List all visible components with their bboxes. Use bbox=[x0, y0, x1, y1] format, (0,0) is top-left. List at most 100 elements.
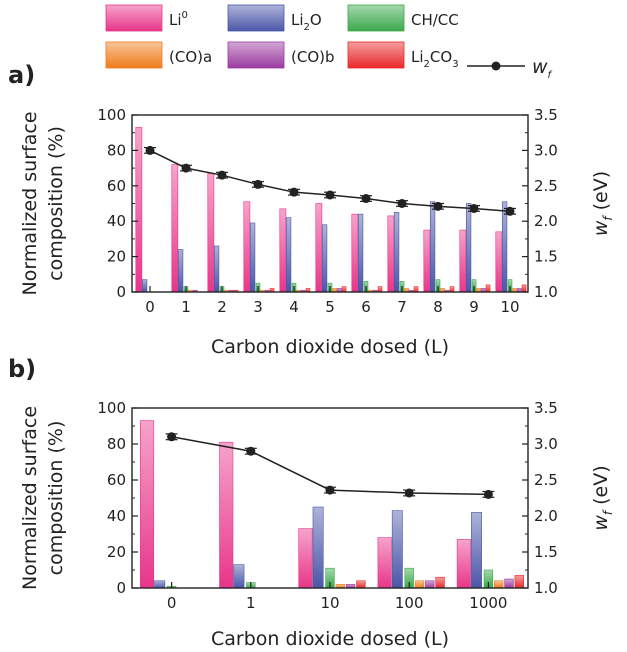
bar-li0-9 bbox=[459, 229, 467, 293]
y2-tick-label: 1.5 bbox=[534, 248, 558, 266]
legend-swatch-coa bbox=[105, 41, 163, 69]
y2-axis-title: wf (eV) bbox=[590, 171, 615, 236]
bar-coa-1000 bbox=[494, 580, 504, 589]
wf-point bbox=[325, 190, 335, 200]
y2-tick-label: 1.0 bbox=[534, 283, 558, 301]
bar-li2o-4 bbox=[285, 217, 292, 293]
y-axis-title: Normalized surface composition (%) bbox=[19, 406, 67, 590]
y2-tick-label: 2.5 bbox=[534, 177, 558, 195]
x-tick-label: 6 bbox=[361, 298, 371, 316]
bar-li2o-1 bbox=[177, 249, 184, 293]
x-tick-label: 3 bbox=[253, 298, 263, 316]
bar-li0-5 bbox=[315, 203, 323, 293]
y2-axis-title: wf (eV) bbox=[590, 465, 615, 530]
y-tick-label: 20 bbox=[107, 543, 126, 561]
bar-li2co3-7 bbox=[413, 286, 419, 293]
x-tick-label: 4 bbox=[289, 298, 299, 316]
legend-label-li0: Li0​ bbox=[169, 10, 188, 29]
legend-wf-label: wf​ bbox=[532, 56, 553, 81]
panel-b: b) 0 20 40 60 80 100 1.0 1.5 2.0 2.5 3.0 3.5 0 1 10 100 1… bbox=[8, 355, 615, 650]
wf-point bbox=[181, 163, 191, 173]
x-tick-label: 9 bbox=[469, 298, 479, 316]
legend-label-cob: (CO)b bbox=[291, 48, 335, 66]
bar-li0-0 bbox=[140, 420, 155, 589]
bar-li0-1000 bbox=[456, 539, 471, 589]
bar-coa-100 bbox=[414, 580, 425, 589]
wf-point bbox=[469, 203, 479, 213]
legend-swatch-chcc bbox=[347, 4, 405, 32]
x-tick-label: 5 bbox=[325, 298, 335, 316]
bar-li2co3-8 bbox=[449, 286, 455, 293]
bar-li0-4 bbox=[279, 208, 287, 293]
bar-li0-10 bbox=[495, 231, 503, 293]
wf-point bbox=[217, 170, 227, 180]
bar-li0-100 bbox=[377, 537, 392, 589]
bar-li0-2 bbox=[207, 173, 215, 293]
x-tick-label: 0 bbox=[145, 298, 155, 316]
legend-swatch-li2o bbox=[227, 4, 285, 32]
x-tick-label: 1000 bbox=[469, 594, 507, 612]
y2-tick-label: 1.5 bbox=[534, 543, 558, 561]
y2-tick-label: 2.0 bbox=[534, 507, 558, 525]
x-tick-label: 100 bbox=[395, 594, 424, 612]
x-tick-label: 10 bbox=[500, 298, 519, 316]
wf-point bbox=[404, 488, 414, 498]
bar-li0-7 bbox=[387, 215, 395, 293]
bar-li2o-1000 bbox=[471, 512, 482, 589]
legend-swatch-li0 bbox=[105, 4, 163, 32]
y-tick-label: 0 bbox=[116, 579, 126, 597]
bar-li2co3-100 bbox=[435, 576, 445, 589]
bar-li2o-10 bbox=[501, 201, 508, 293]
legend: Li0​ Li2​O CH/CC (CO)a (CO)b Li2​CO3 wf​ bbox=[105, 4, 553, 81]
panel-label: a) bbox=[8, 61, 35, 89]
svg-text:wf (eV): wf (eV) bbox=[590, 465, 615, 530]
y2-tick-label: 3.5 bbox=[534, 106, 558, 124]
legend-label-chcc: CH/CC bbox=[411, 11, 459, 29]
y-tick-label: 80 bbox=[107, 141, 126, 159]
bar-li2o-7 bbox=[393, 212, 400, 293]
bar-li2o-10 bbox=[312, 506, 324, 589]
bar-li0-1 bbox=[171, 164, 179, 293]
bar-li2co3-9 bbox=[485, 284, 491, 293]
x-tick-label: 1 bbox=[181, 298, 191, 316]
x-tick-label: 10 bbox=[320, 594, 339, 612]
bar-li2o-1 bbox=[233, 564, 245, 589]
bar-li2co3-10 bbox=[356, 580, 366, 589]
y-tick-label: 100 bbox=[97, 399, 126, 417]
y-tick-label: 60 bbox=[107, 177, 126, 195]
bar-cob-1000 bbox=[504, 578, 514, 589]
y2-tick-label: 3.0 bbox=[534, 435, 558, 453]
y2-tick-label: 3.5 bbox=[534, 399, 558, 417]
bar-li0-3 bbox=[243, 201, 251, 293]
y-tick-label: 40 bbox=[107, 507, 126, 525]
x-tick-label: 8 bbox=[433, 298, 443, 316]
wf-point bbox=[145, 145, 155, 155]
wf-point bbox=[397, 199, 407, 208]
y-tick-label: 20 bbox=[107, 248, 126, 266]
bar-li0-8 bbox=[423, 229, 431, 293]
x-tick-label: 0 bbox=[167, 594, 177, 612]
legend-swatch-li2co3 bbox=[347, 41, 405, 69]
wf-point bbox=[253, 179, 263, 189]
x-tick-label: 7 bbox=[397, 298, 407, 316]
bar-li2o-3 bbox=[249, 222, 256, 293]
y-tick-label: 60 bbox=[107, 471, 126, 489]
y2-tick-label: 2.0 bbox=[534, 212, 558, 230]
legend-label-coa: (CO)a bbox=[169, 48, 212, 66]
wf-point bbox=[325, 485, 335, 495]
wf-point bbox=[505, 206, 515, 216]
bar-li2o-9 bbox=[465, 203, 472, 293]
x-tick-label: 1 bbox=[246, 594, 256, 612]
bar-li2co3-6 bbox=[377, 286, 383, 293]
legend-swatch-cob bbox=[227, 41, 285, 69]
y-tick-label: 100 bbox=[97, 106, 126, 124]
bar-li2o-6 bbox=[357, 213, 364, 293]
y2-tick-label: 3.0 bbox=[534, 141, 558, 159]
wf-point bbox=[483, 489, 493, 499]
bar-li0-0 bbox=[135, 127, 143, 293]
bar-li0-6 bbox=[351, 213, 359, 293]
y-tick-label: 80 bbox=[107, 435, 126, 453]
y-tick-label: 0 bbox=[116, 283, 126, 301]
bar-li2o-5 bbox=[321, 224, 328, 293]
